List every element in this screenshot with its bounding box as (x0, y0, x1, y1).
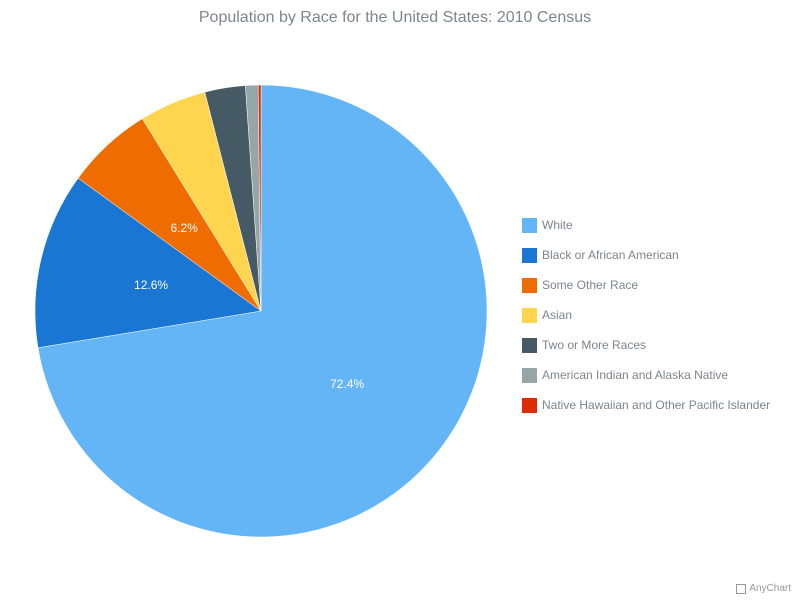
data-label: 72.4% (330, 377, 364, 391)
legend-swatch (522, 338, 537, 353)
legend-swatch (522, 368, 537, 383)
anychart-credit[interactable]: AnyChart (736, 583, 791, 594)
legend-item[interactable]: Some Other Race (522, 278, 770, 308)
legend-item[interactable]: Native Hawaiian and Other Pacific Island… (522, 398, 770, 428)
legend-item[interactable]: Asian (522, 308, 770, 338)
legend-item[interactable]: Two or More Races (522, 338, 770, 368)
legend-label: White (542, 218, 573, 232)
legend-swatch (522, 278, 537, 293)
pie-slice-native-hawaiian-and-other-pacific-islander[interactable] (257, 84, 262, 312)
credit-text: AnyChart (749, 583, 791, 594)
legend-label: Asian (542, 308, 573, 322)
legend-item[interactable]: Black or African American (522, 248, 770, 278)
legend-item[interactable]: American Indian and Alaska Native (522, 368, 770, 398)
chart-title: Population by Race for the United States… (198, 9, 592, 26)
chart-logo-icon (736, 583, 747, 594)
pie-chart: 72.4% 12.6% 6.2% (34, 84, 488, 538)
pie-slice-white[interactable] (37, 84, 488, 538)
legend-label: Some Other Race (542, 278, 639, 292)
legend-swatch (522, 218, 537, 233)
legend-label: Native Hawaiian and Other Pacific Island… (542, 398, 771, 412)
legend: White Black or African American Some Other… (522, 218, 770, 428)
data-label: 12.6% (134, 278, 168, 292)
legend-item[interactable]: White (522, 218, 770, 248)
legend-label: Black or African American (542, 248, 679, 262)
legend-swatch (522, 308, 537, 323)
legend-label: Two or More Races (542, 338, 647, 352)
data-label: 6.2% (170, 221, 198, 235)
pie-slice-black-or-african-american[interactable] (34, 177, 262, 349)
legend-swatch (522, 398, 537, 413)
legend-swatch (522, 248, 537, 263)
legend-label: American Indian and Alaska Native (542, 368, 729, 382)
